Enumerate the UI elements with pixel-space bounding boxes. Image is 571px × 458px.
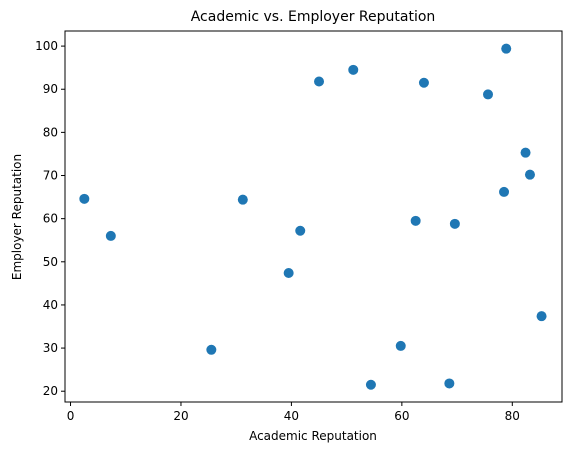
x-tick-label: 60 bbox=[394, 409, 409, 423]
scatter-point bbox=[501, 43, 512, 54]
x-tick-label: 20 bbox=[173, 409, 188, 423]
y-tick-label: 80 bbox=[43, 125, 58, 139]
scatter-point bbox=[365, 379, 376, 390]
y-axis: 20 30 40 50 60 70 80 90 100 bbox=[35, 39, 65, 398]
scatter-point bbox=[348, 64, 359, 75]
scatter-point bbox=[105, 230, 116, 241]
x-tick-label: 40 bbox=[284, 409, 299, 423]
y-tick-label: 100 bbox=[35, 39, 58, 53]
scatter-point bbox=[395, 340, 406, 351]
y-axis-title: Employer Reputation bbox=[10, 154, 24, 280]
scatter-point bbox=[499, 186, 510, 197]
y-tick-label: 40 bbox=[43, 298, 58, 312]
y-tick-label: 90 bbox=[43, 82, 58, 96]
scatter-point bbox=[418, 77, 429, 88]
points-layer bbox=[79, 43, 547, 390]
plot-frame bbox=[64, 30, 563, 403]
x-tick-label: 0 bbox=[67, 409, 75, 423]
scatter-point bbox=[483, 89, 494, 100]
chart-title: Academic vs. Employer Reputation bbox=[191, 9, 436, 25]
scatter-point bbox=[79, 193, 90, 204]
scatter-point bbox=[520, 147, 531, 158]
scatter-point bbox=[206, 344, 217, 355]
scatter-point bbox=[283, 268, 294, 279]
scatter-point bbox=[536, 311, 547, 322]
scatter-point bbox=[449, 218, 460, 229]
x-axis-title: Academic Reputation bbox=[249, 429, 377, 443]
y-tick-label: 50 bbox=[43, 255, 58, 269]
x-axis: 0 20 40 60 80 bbox=[67, 402, 520, 423]
scatter-point bbox=[410, 215, 421, 226]
y-tick-label: 20 bbox=[43, 384, 58, 398]
y-tick-label: 30 bbox=[43, 341, 58, 355]
scatter-point bbox=[444, 378, 455, 389]
scatter-point bbox=[524, 169, 535, 180]
scatter-point bbox=[314, 76, 325, 87]
x-tick-label: 80 bbox=[505, 409, 520, 423]
y-tick-label: 60 bbox=[43, 212, 58, 226]
y-tick-label: 70 bbox=[43, 169, 58, 183]
scatter-point bbox=[295, 225, 306, 236]
scatter-point bbox=[237, 194, 248, 205]
